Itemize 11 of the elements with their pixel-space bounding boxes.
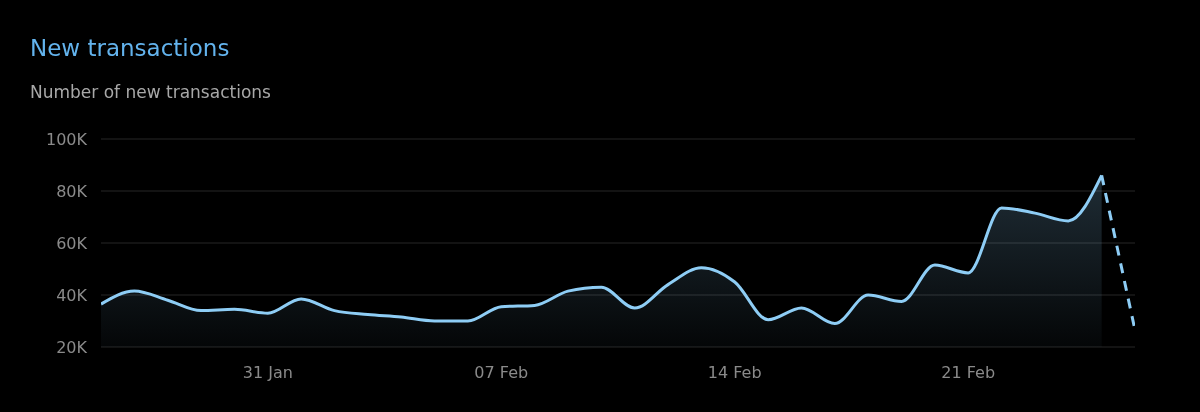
y-tick-label: 60K xyxy=(56,233,88,253)
chart-title: New transactions xyxy=(30,35,230,61)
chart-subtitle: Number of new transactions xyxy=(30,82,271,102)
x-tick-label: 31 Jan xyxy=(242,363,293,383)
y-tick-label: 20K xyxy=(56,337,88,357)
y-tick-label: 80K xyxy=(56,181,88,201)
x-tick-label: 07 Feb xyxy=(474,363,529,383)
y-tick-label: 40K xyxy=(56,285,88,305)
x-tick-label: 14 Feb xyxy=(707,363,762,383)
y-tick-label: 100K xyxy=(45,129,88,149)
x-tick-label: 21 Feb xyxy=(941,363,996,383)
